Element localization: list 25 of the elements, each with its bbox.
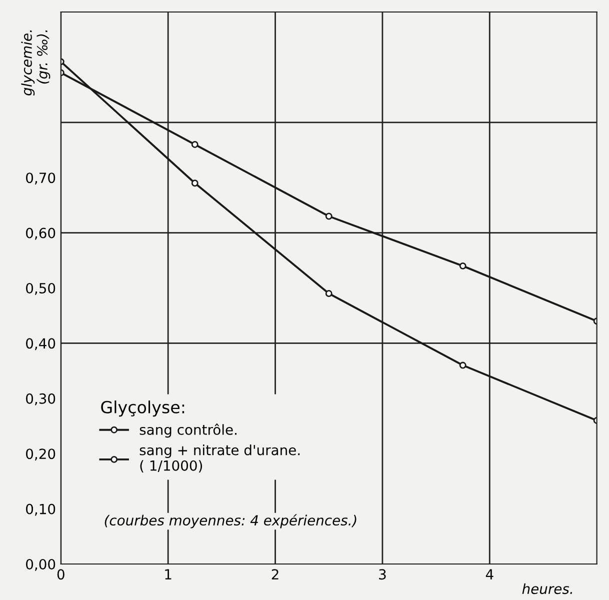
legend-label: sang + nitrate d'urane. ( 1/1000): [140, 444, 300, 472]
annotation: (courbes moyennes: 4 expériences.): [104, 514, 356, 528]
x-axis-title: heures.: [522, 583, 572, 594]
legend-title: Glyçolyse:: [101, 400, 184, 417]
y-tick-label: 0,30: [26, 393, 56, 406]
y-tick-label: 0,40: [26, 338, 56, 350]
point: [325, 290, 332, 297]
y-tick-label: 0,50: [26, 282, 56, 295]
y-tick-label: 0,10: [26, 504, 56, 516]
point: [459, 262, 466, 270]
x-tick-label: 0: [57, 569, 64, 580]
legend-label: sang contrôle.: [140, 424, 236, 438]
point: [191, 180, 198, 187]
point: [459, 362, 466, 369]
x-tick-label: 2: [272, 569, 278, 580]
x-tick-label: 4: [486, 569, 494, 580]
point: [325, 212, 332, 220]
y-tick-label: 0,00: [26, 558, 56, 571]
x-tick-label: 3: [379, 569, 386, 580]
y-axis-title: glycemie. (gr. ‰).: [21, 30, 50, 96]
x-tick-label: 1: [165, 569, 172, 580]
y-tick-label: 0,70: [26, 172, 56, 184]
point: [191, 141, 198, 148]
y-tick-label: 0,60: [26, 228, 56, 240]
y-tick-label: 0,20: [26, 448, 56, 460]
